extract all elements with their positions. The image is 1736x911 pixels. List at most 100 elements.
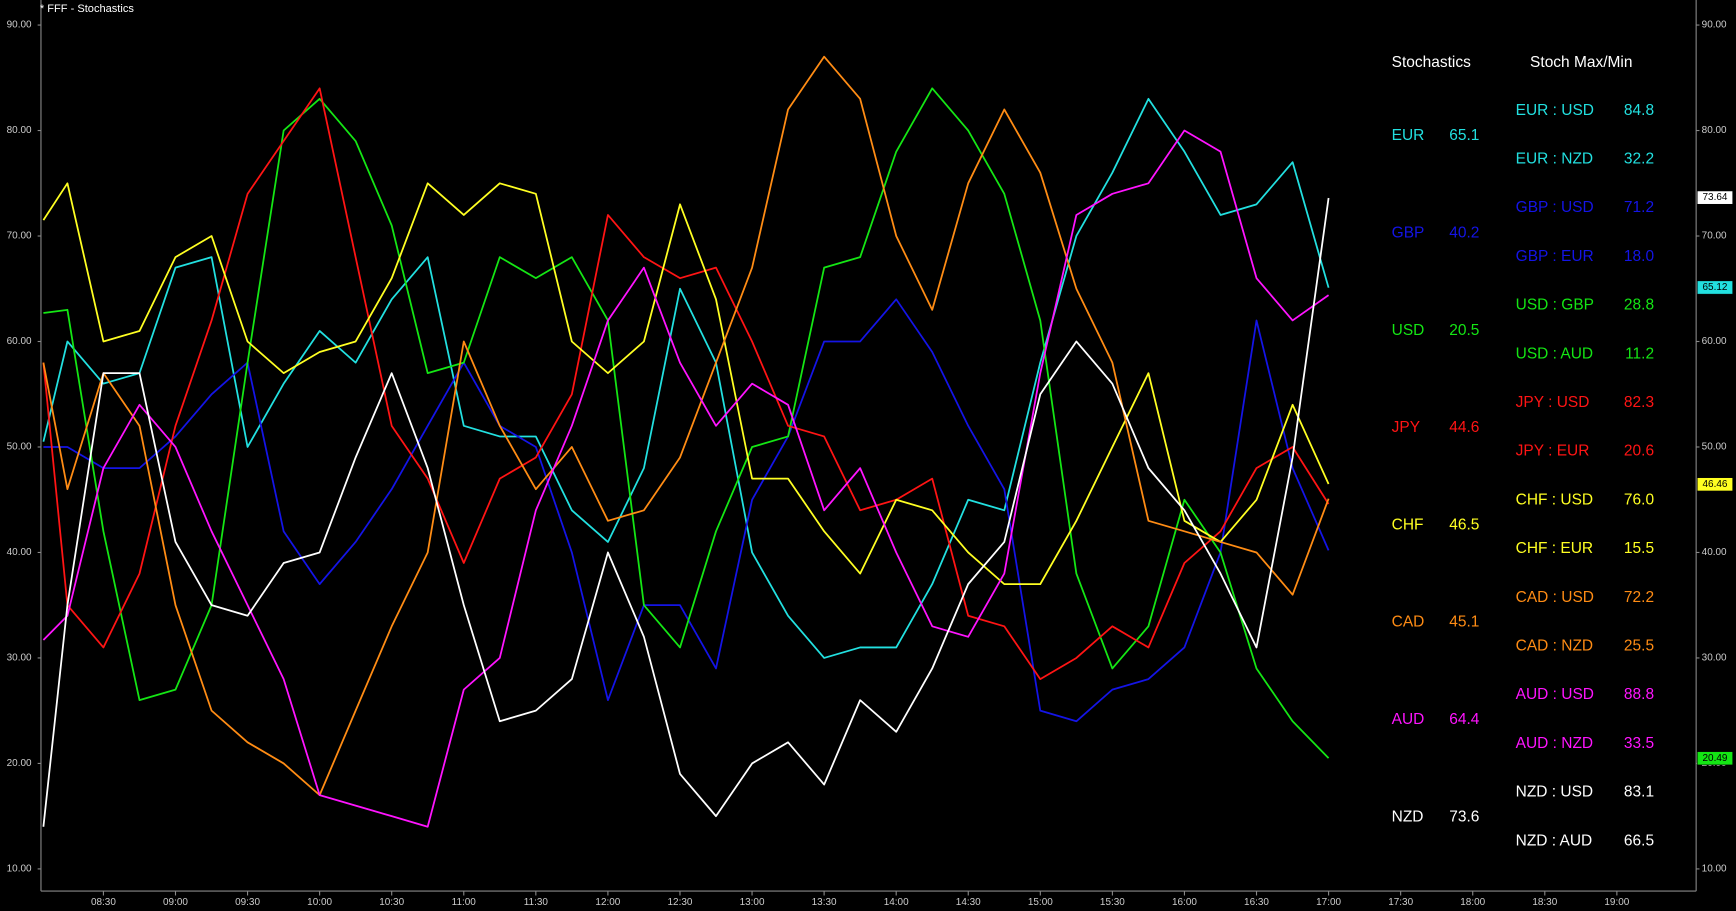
currency-value: 20.5 bbox=[1449, 322, 1479, 339]
pair-name: AUD : NZD bbox=[1516, 735, 1593, 752]
currency-value: 73.6 bbox=[1449, 808, 1479, 825]
currency-name: EUR bbox=[1392, 127, 1425, 144]
pair-name: CAD : NZD bbox=[1516, 638, 1593, 655]
y-tick-label: 40.00 bbox=[7, 547, 32, 558]
series-line bbox=[42, 87, 1330, 680]
series-line bbox=[42, 55, 1330, 796]
pair-name: EUR : NZD bbox=[1516, 150, 1593, 167]
currency-value: 40.2 bbox=[1449, 225, 1479, 242]
x-tick-label: 17:30 bbox=[1388, 897, 1413, 908]
price-label-box bbox=[1696, 190, 1733, 205]
x-tick-label: 15:30 bbox=[1100, 897, 1125, 908]
pair-value: 33.5 bbox=[1624, 735, 1654, 752]
pair-name: EUR : USD bbox=[1516, 102, 1594, 119]
x-tick-label: 12:30 bbox=[668, 897, 693, 908]
currency-name: AUD bbox=[1392, 711, 1425, 728]
pair-name: JPY : EUR bbox=[1516, 443, 1590, 460]
pair-name: USD : AUD bbox=[1516, 345, 1593, 362]
price-label: 73.64 bbox=[1703, 192, 1728, 203]
currency-value: 45.1 bbox=[1449, 614, 1479, 631]
y-tick-label: 70.00 bbox=[7, 231, 32, 242]
x-tick-label: 09:30 bbox=[235, 897, 260, 908]
pair-value: 88.8 bbox=[1624, 686, 1654, 703]
currency-value: 65.1 bbox=[1449, 127, 1479, 144]
pair-name: AUD : USD bbox=[1516, 686, 1594, 703]
pair-value: 84.8 bbox=[1624, 102, 1654, 119]
pair-value: 71.2 bbox=[1624, 199, 1654, 216]
pair-value: 28.8 bbox=[1624, 297, 1654, 314]
pair-value: 82.3 bbox=[1624, 394, 1654, 411]
y-tick-label: 90.00 bbox=[7, 20, 32, 31]
y-tick-label: 80.00 bbox=[7, 125, 32, 136]
y-tick-label: 30.00 bbox=[7, 653, 32, 664]
y-tick-label: 10.00 bbox=[1702, 864, 1727, 875]
y-tick-label: 70.00 bbox=[1702, 231, 1727, 242]
pair-value: 20.6 bbox=[1624, 443, 1654, 460]
panel-title: Stoch Max/Min bbox=[1530, 54, 1632, 71]
currency-value: 44.6 bbox=[1449, 419, 1479, 436]
series-line bbox=[42, 182, 1330, 586]
x-tick-label: 16:00 bbox=[1172, 897, 1197, 908]
pair-name: NZD : USD bbox=[1516, 784, 1593, 801]
y-tick-label: 60.00 bbox=[1702, 336, 1727, 347]
series-line bbox=[43, 87, 1330, 759]
x-tick-label: 13:30 bbox=[812, 897, 837, 908]
y-tick-label: 50.00 bbox=[1702, 442, 1727, 453]
pair-value: 32.2 bbox=[1624, 150, 1654, 167]
pair-name: GBP : EUR bbox=[1516, 248, 1594, 265]
x-tick-label: 13:00 bbox=[740, 897, 765, 908]
pair-name: CHF : USD bbox=[1516, 491, 1593, 508]
pair-value: 76.0 bbox=[1624, 491, 1654, 508]
x-tick-label: 15:00 bbox=[1028, 897, 1053, 908]
series-line bbox=[42, 97, 1330, 659]
x-tick-label: 08:30 bbox=[91, 897, 116, 908]
series-line bbox=[42, 197, 1330, 827]
currency-name: CAD bbox=[1392, 614, 1425, 631]
chart-title: * FFF - Stochastics bbox=[40, 3, 135, 15]
price-label-box bbox=[1696, 280, 1733, 295]
currency-value: 46.5 bbox=[1449, 516, 1479, 533]
currency-name: NZD bbox=[1392, 808, 1424, 825]
pair-value: 18.0 bbox=[1624, 248, 1654, 265]
x-tick-label: 11:30 bbox=[524, 897, 549, 908]
x-tick-label: 10:00 bbox=[307, 897, 332, 908]
x-tick-label: 19:00 bbox=[1604, 897, 1629, 908]
pair-name: JPY : USD bbox=[1516, 394, 1590, 411]
x-tick-label: 09:00 bbox=[163, 897, 188, 908]
currency-name: USD bbox=[1392, 322, 1425, 339]
y-tick-label: 60.00 bbox=[7, 336, 32, 347]
y-tick-label: 40.00 bbox=[1702, 547, 1727, 558]
pair-name: CAD : USD bbox=[1516, 589, 1594, 606]
x-tick-label: 16:30 bbox=[1244, 897, 1269, 908]
y-tick-label: 50.00 bbox=[7, 442, 32, 453]
price-label-box bbox=[1696, 477, 1733, 492]
x-tick-label: 12:00 bbox=[595, 897, 620, 908]
x-tick-label: 17:00 bbox=[1316, 897, 1341, 908]
price-label: 65.12 bbox=[1703, 282, 1728, 293]
x-tick-label: 10:30 bbox=[379, 897, 404, 908]
pair-name: USD : GBP bbox=[1516, 297, 1594, 314]
pair-value: 25.5 bbox=[1624, 638, 1654, 655]
panel-title: Stochastics bbox=[1392, 54, 1471, 71]
pair-name: GBP : USD bbox=[1516, 199, 1594, 216]
x-tick-label: 18:30 bbox=[1532, 897, 1557, 908]
pair-value: 72.2 bbox=[1624, 589, 1654, 606]
price-label-box bbox=[1696, 751, 1733, 766]
y-tick-label: 10.00 bbox=[7, 864, 32, 875]
x-tick-label: 11:00 bbox=[452, 897, 477, 908]
pair-value: 11.2 bbox=[1625, 345, 1654, 362]
y-tick-label: 30.00 bbox=[1702, 653, 1727, 664]
pair-value: 83.1 bbox=[1624, 784, 1654, 801]
currency-value: 64.4 bbox=[1449, 711, 1480, 728]
price-label: 20.49 bbox=[1703, 753, 1728, 764]
currency-name: JPY bbox=[1392, 419, 1420, 436]
pair-name: NZD : AUD bbox=[1516, 832, 1593, 849]
x-tick-label: 14:00 bbox=[884, 897, 909, 908]
x-tick-label: 18:00 bbox=[1460, 897, 1485, 908]
series-line bbox=[42, 129, 1330, 828]
y-tick-label: 20.00 bbox=[7, 758, 32, 769]
y-tick-label: 90.00 bbox=[1702, 20, 1727, 31]
